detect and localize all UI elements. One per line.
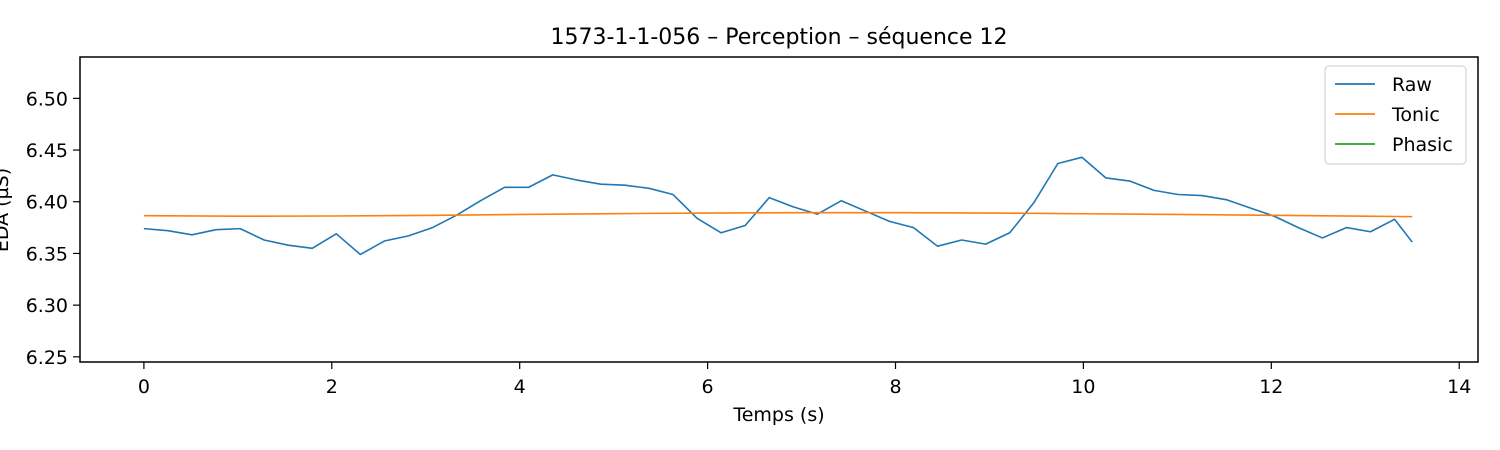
legend-box xyxy=(1324,65,1467,165)
x-tick-label: 0 xyxy=(138,376,150,398)
legend-label-phasic: Phasic xyxy=(1392,134,1453,156)
x-tick-label: 12 xyxy=(1259,376,1283,398)
x-tick-label: 14 xyxy=(1447,376,1471,398)
y-tick-label: 6.40 xyxy=(26,192,68,214)
x-tick-label: 8 xyxy=(889,376,901,398)
x-tick-label: 4 xyxy=(514,376,526,398)
x-tick-label: 2 xyxy=(326,376,338,398)
x-tick-label: 6 xyxy=(702,376,714,398)
y-tick-label: 6.35 xyxy=(26,243,68,265)
axis-layer: 0 2 4 6 8 10 12 14 6.25 6.30 6.35 6.40 6.45 6.50 xyxy=(26,88,1472,398)
x-axis-label: Temps (s) xyxy=(732,404,824,426)
x-tick-label: 10 xyxy=(1071,376,1095,398)
y-tick-label: 6.45 xyxy=(26,140,68,162)
legend-label-raw: Raw xyxy=(1392,74,1432,96)
series-line-raw xyxy=(143,156,1413,256)
y-tick-label: 6.30 xyxy=(26,295,68,317)
y-tick-label: 6.50 xyxy=(26,88,68,110)
y-tick-label: 6.25 xyxy=(26,347,68,369)
chart-title: 1573-1-1-056 – Perception – séquence 12 xyxy=(550,25,1007,50)
legend-label-tonic: Tonic xyxy=(1391,104,1440,126)
series-layer xyxy=(143,156,1413,256)
series-line-tonic xyxy=(143,211,1413,218)
legend: Raw Tonic Phasic xyxy=(1324,65,1467,165)
plot-frame xyxy=(79,56,1479,363)
y-axis-label: EDA (µS) xyxy=(0,168,13,252)
